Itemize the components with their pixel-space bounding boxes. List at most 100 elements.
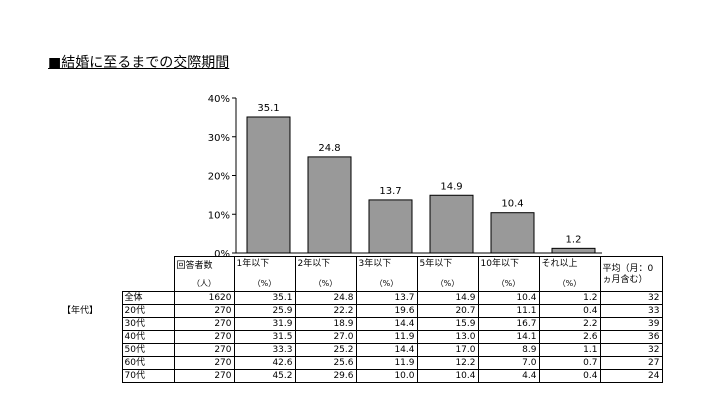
average-months: 36 [599,330,663,344]
percent-value: 11.9 [355,330,418,344]
percent-value: 13.7 [355,291,418,305]
table-row: 70代 270 45.2 29.6 10.0 10.4 4.4 0.4 24 [60,369,663,383]
bar [246,116,291,254]
row-label: 50代 [121,343,175,357]
data-label: 1.2 [566,234,582,245]
percent-value: 1.1 [538,343,601,357]
respondent-count: 270 [173,356,235,370]
percent-value: 14.4 [355,343,418,357]
table-row: 30代 270 31.9 18.9 14.4 15.9 16.7 2.2 39 [60,317,663,331]
y-tick-label: 10% [208,210,230,221]
header-category: 10年以下 [477,256,540,273]
respondent-count: 1620 [173,291,235,305]
percent-value: 10.4 [477,291,540,305]
percent-value: 15.9 [416,317,479,331]
bar [429,194,474,254]
blank-cell [60,318,122,331]
percent-value: 16.7 [477,317,540,331]
respondent-count: 270 [173,369,235,383]
data-table: 回答者数 1年以下 2年以下 3年以下 5年以下 10年以下 それ以上 平均（月：0ヵ月含む）… [60,256,663,383]
average-months: 39 [599,317,663,331]
header-category: 2年以下 [294,256,357,273]
blank-cell [60,273,122,292]
y-tick-label: 40% [208,94,230,105]
percent-value: 14.1 [477,330,540,344]
y-tick-label: 0% [214,249,230,260]
percent-value: 14.9 [416,291,479,305]
percent-value: 35.1 [233,291,296,305]
table-row: 60代 270 42.6 25.6 11.9 12.2 7.0 0.7 27 [60,356,663,370]
percent-unit: （%） [233,273,296,292]
respondent-count: 270 [173,343,235,357]
bar [551,247,596,254]
bar [490,212,535,254]
percent-value: 33.3 [233,343,296,357]
table-row: 40代 270 31.5 27.0 11.9 13.0 14.1 2.6 36 [60,330,663,344]
percent-value: 31.5 [233,330,296,344]
percent-value: 10.4 [416,369,479,383]
data-label: 24.8 [318,143,340,154]
average-months: 24 [599,369,663,383]
header-category: 5年以下 [416,256,479,273]
percent-value: 24.8 [294,291,357,305]
percent-value: 25.2 [294,343,357,357]
row-label: 全体 [121,291,175,305]
percent-value: 42.6 [233,356,296,370]
bar [368,199,413,254]
percent-value: 27.0 [294,330,357,344]
row-label: 60代 [121,356,175,370]
percent-value: 8.9 [477,343,540,357]
percent-value: 11.9 [355,356,418,370]
percent-value: 1.2 [538,291,601,305]
row-label: 20代 [121,304,175,318]
table-row: 【年代】 20代 270 25.9 22.2 19.6 20.7 11.1 0.4 33 [60,304,663,318]
percent-value: 18.9 [294,317,357,331]
data-label: 14.9 [440,181,462,192]
percent-value: 0.4 [538,304,601,318]
group-label: 【年代】 [62,305,99,316]
percent-value: 12.2 [416,356,479,370]
percent-value: 22.2 [294,304,357,318]
respondent-count: 270 [173,317,235,331]
percent-unit: （%） [355,273,418,292]
table-row: 50代 270 33.3 25.2 14.4 17.0 8.9 1.1 32 [60,343,663,357]
respondent-count: 270 [173,304,235,318]
percent-value: 14.4 [355,317,418,331]
row-label: 70代 [121,369,175,383]
percent-value: 19.6 [355,304,418,318]
bar [307,156,352,254]
percent-value: 11.1 [477,304,540,318]
header-category: 3年以下 [355,256,418,273]
percent-value: 29.6 [294,369,357,383]
header-category: それ以上 [538,256,601,273]
percent-value: 20.7 [416,304,479,318]
respondents-unit: （人） [173,273,235,292]
y-tick-label: 20% [208,172,230,183]
blank-cell [60,370,122,383]
table-row: 全体 1620 35.1 24.8 13.7 14.9 10.4 1.2 32 [60,291,663,305]
blank-cell [122,273,174,292]
respondent-count: 270 [173,330,235,344]
percent-value: 25.6 [294,356,357,370]
blank-cell [60,357,122,370]
average-months: 32 [599,291,663,305]
data-label: 35.1 [257,103,279,114]
blank-cell [60,344,122,357]
data-label: 10.4 [501,199,523,210]
header-average: 平均（月：0ヵ月含む） [599,256,663,292]
percent-value: 4.4 [477,369,540,383]
data-label: 13.7 [379,186,401,197]
percent-value: 2.6 [538,330,601,344]
percent-unit: （%） [416,273,479,292]
percent-value: 10.0 [355,369,418,383]
percent-value: 31.9 [233,317,296,331]
blank-cell [122,257,174,274]
percent-unit: （%） [294,273,357,292]
percent-unit: （%） [538,273,601,292]
y-tick-label: 30% [208,133,230,144]
average-months: 27 [599,356,663,370]
percent-value: 7.0 [477,356,540,370]
percent-value: 45.2 [233,369,296,383]
header-respondents: 回答者数 [173,256,235,273]
